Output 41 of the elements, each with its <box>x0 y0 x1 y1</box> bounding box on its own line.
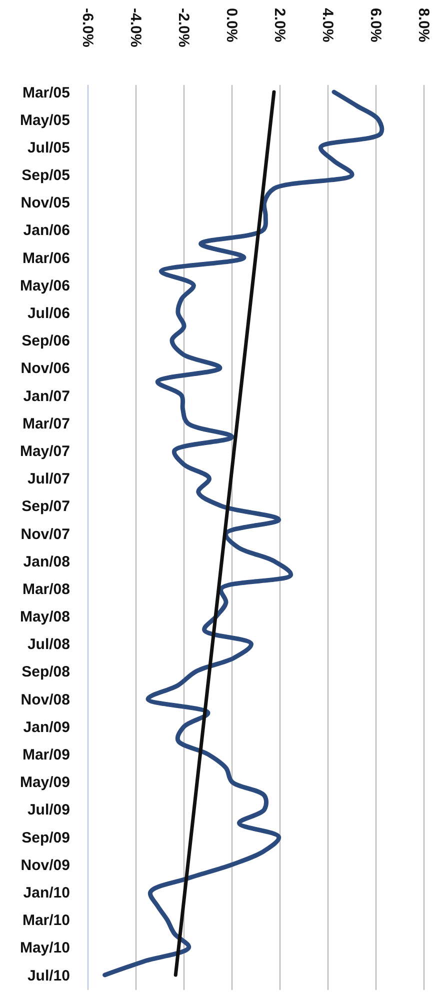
y-tick-label: Mar/09 <box>22 746 70 764</box>
y-tick-label: Jul/05 <box>27 139 70 156</box>
y-tick-label: Sep/07 <box>22 498 70 516</box>
x-tick-label: -2.0% <box>174 8 192 48</box>
y-tick-label: Jul/06 <box>27 305 70 322</box>
y-tick-label: Nov/08 <box>20 691 70 708</box>
y-tick-label: Mar/08 <box>22 580 70 598</box>
y-tick-label: May/05 <box>20 112 70 129</box>
y-tick-label: Nov/07 <box>20 526 70 543</box>
y-tick-label: Sep/08 <box>22 664 70 681</box>
y-tick-label: May/08 <box>20 608 70 626</box>
y-tick-label: May/10 <box>20 940 70 957</box>
x-tick-label: 0.0% <box>222 8 240 42</box>
y-tick-label: Jan/08 <box>23 553 70 570</box>
y-tick-label: Sep/09 <box>22 829 70 846</box>
x-tick-label: 8.0% <box>414 8 432 42</box>
y-tick-label: Nov/05 <box>20 194 70 212</box>
y-tick-label: Nov/06 <box>20 360 70 378</box>
y-tick-label: Jan/10 <box>23 884 70 902</box>
y-tick-label: Mar/07 <box>22 415 70 432</box>
y-tick-label: Mar/06 <box>22 250 70 267</box>
x-tick-label: 6.0% <box>366 8 384 42</box>
x-tick-label: 4.0% <box>318 8 336 42</box>
y-tick-label: Jan/09 <box>23 718 70 736</box>
y-tick-label: Jul/08 <box>27 636 70 654</box>
x-tick-label: -6.0% <box>78 8 96 48</box>
y-tick-label: Jul/10 <box>27 967 70 984</box>
y-tick-label: Mar/10 <box>22 912 70 930</box>
y-tick-label: Jul/07 <box>27 470 70 488</box>
y-tick-label: May/07 <box>20 442 70 460</box>
y-tick-label: May/06 <box>20 277 70 294</box>
y-tick-label: Mar/05 <box>22 84 70 102</box>
y-tick-label: Nov/09 <box>20 856 70 874</box>
x-tick-label: -4.0% <box>126 8 144 48</box>
y-tick-label: May/09 <box>20 774 70 792</box>
y-tick-label: Jul/09 <box>27 802 70 819</box>
x-tick-label: 2.0% <box>270 8 288 42</box>
y-tick-label: Sep/05 <box>22 167 70 184</box>
y-tick-label: Jan/06 <box>23 222 70 240</box>
y-tick-label: Sep/06 <box>22 332 70 350</box>
y-tick-label: Jan/07 <box>23 388 70 405</box>
